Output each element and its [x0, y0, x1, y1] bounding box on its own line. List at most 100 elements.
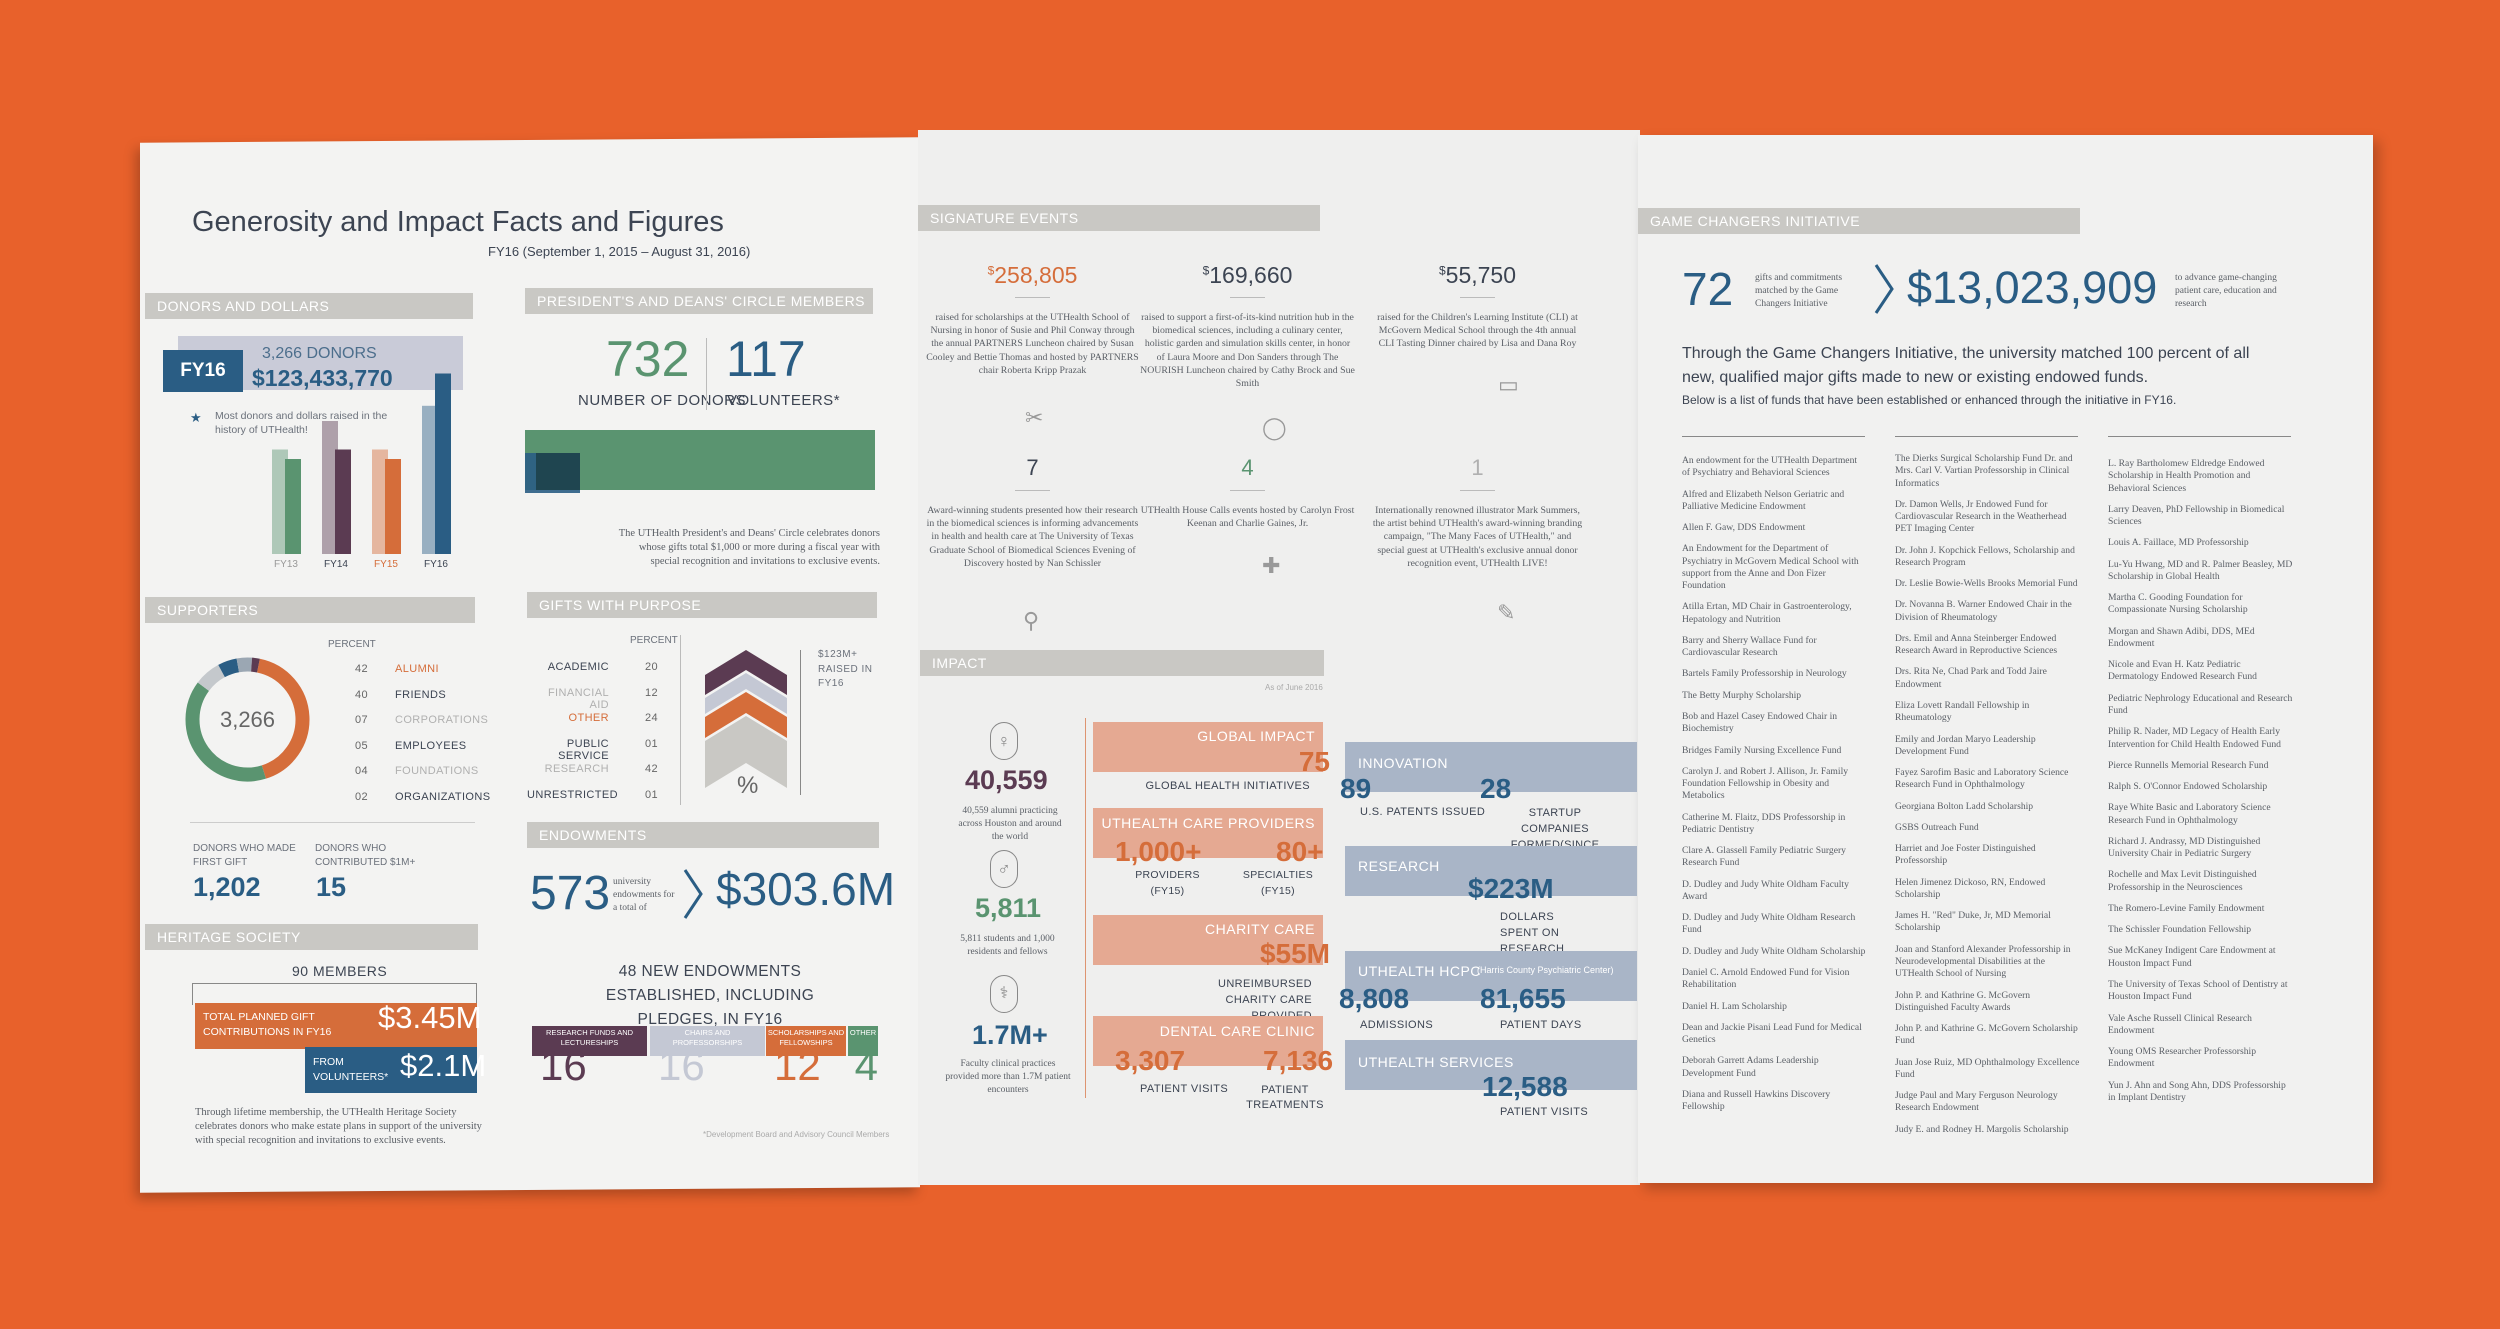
purpose-chevron-chart — [705, 650, 787, 788]
endow-cat-bar — [650, 1026, 765, 1056]
volunteer-gift-bar — [305, 1047, 477, 1093]
event-amount-value: 258,805 — [994, 262, 1078, 288]
gc-num-text: gifts and commitments matched by the Gam… — [1755, 273, 1843, 309]
supporters-percent-label: PERCENT — [328, 639, 376, 650]
students-num: 5,811 — [975, 893, 1042, 923]
purpose-pct: 20 — [645, 661, 659, 673]
circle-green-bar — [525, 430, 875, 490]
purpose-raised-line — [800, 650, 801, 795]
providers-num: 1,000+ — [1115, 836, 1202, 867]
fund-item: The Schissler Foundation Fellowship — [2108, 924, 2252, 936]
donor-bar-tick: FY16 — [424, 559, 448, 567]
donors-bar-chart: FY13 FY14 FY15 FY16 — [272, 373, 451, 567]
dental-visits-label: PATIENT VISITS — [1140, 1083, 1229, 1095]
hcpc-title: UTHEALTH HCPC — [1358, 963, 1481, 979]
gc-chevron-right-icon — [1874, 264, 1894, 314]
fund-item: Pierce Runnells Memorial Research Fund — [2108, 759, 2269, 771]
volunteers-label: VOLUNTEERS* — [727, 392, 841, 409]
purpose-pct-symbol: % — [737, 772, 759, 799]
patient-days-num: 81,655 — [1480, 983, 1566, 1014]
apple-icon: ◯ — [1262, 415, 1287, 440]
event-amount: 7 — [945, 455, 1120, 481]
fund-item: Morgan and Shawn Adibi, DDS, MEd Endowme… — [2108, 625, 2255, 649]
endow-cat-label: OTHER — [849, 1028, 877, 1037]
gc-amount-text: to advance game-changing patient care, e… — [2175, 273, 2277, 309]
providers-strip — [1093, 808, 1323, 858]
signature-section-title: SIGNATURE EVENTS — [918, 205, 1320, 231]
event-amount-value: 4 — [1241, 455, 1254, 480]
heritage-members: 90 MEMBERS — [292, 963, 388, 979]
specialties-num: 80+ — [1276, 836, 1324, 867]
fund-item: Drs. Rita Ne, Chad Park and Todd Jaire E… — [1895, 666, 2047, 690]
gc-col1-rule — [1682, 436, 1865, 437]
circle-overlap-block — [536, 453, 580, 490]
page-title: Generosity and Impact Facts and Figures — [192, 206, 724, 238]
fund-item: Catherine M. Flaitz, DDS Professorship i… — [1682, 811, 1846, 835]
fund-item: Bridges Family Nursing Excellence Fund — [1682, 744, 1842, 756]
innovation-title: INNOVATION — [1358, 755, 1449, 771]
fund-item: The Betty Murphy Scholarship — [1682, 689, 1802, 701]
fund-item: An endowment for the UTHealth Department… — [1682, 455, 1858, 479]
endow-footnote: *Development Board and Advisory Council … — [703, 1130, 890, 1139]
event-currency: $ — [1202, 263, 1210, 278]
fund-item: Emily and Jordan Maryo Leadership Develo… — [1895, 733, 2036, 757]
fund-item: Daniel H. Lam Scholarship — [1682, 1000, 1787, 1012]
event-amount-value: 7 — [1026, 455, 1039, 480]
event-amount-value: 55,750 — [1445, 262, 1517, 288]
providers-title: UTHEALTH CARE PROVIDERS — [1101, 815, 1315, 831]
fund-item: Daniel C. Arnold Endowed Fund for Vision… — [1682, 966, 1850, 991]
impact-asof: As of June 2016 — [1265, 683, 1323, 692]
donor-bar — [272, 449, 288, 554]
hcpc-sub: (Harris County Psychiatric Center) — [1477, 965, 1614, 975]
volunteers-num: 117 — [726, 331, 806, 387]
research-num: $223M — [1468, 873, 1554, 904]
fund-item: Martha C. Gooding Foundation for Compass… — [2108, 592, 2248, 616]
services-title: UTHEALTH SERVICES — [1358, 1054, 1514, 1070]
purpose-label: RESEARCH — [544, 763, 609, 775]
dental-visits-num: 3,307 — [1115, 1045, 1186, 1076]
endow-cat-num: 16 — [658, 1042, 705, 1089]
impact-bracket — [1085, 718, 1086, 1098]
purpose-section-title: GIFTS WITH PURPOSE — [527, 592, 877, 618]
event-text: UTHealth House Calls events hosted by Ca… — [1140, 505, 1355, 530]
fund-item: John P. and Kathrine G. McGovern Scholar… — [1895, 1023, 2078, 1047]
endow-cat-num: 4 — [854, 1042, 878, 1089]
gc-col3: L. Ray Bartholomew Eldredge Endowed Scho… — [2108, 458, 2293, 1113]
purpose-label: OTHER — [568, 712, 609, 724]
event-amount: 1 — [1390, 455, 1565, 481]
charity-label: UNREIMBURSED CHARITY CARE PROVIDED — [1217, 978, 1312, 1022]
students-text: 5,811 students and 1,000 residents and f… — [960, 934, 1055, 957]
fund-item: Louis A. Faillace, MD Professorship — [2108, 537, 2249, 549]
event-currency: $ — [987, 263, 995, 278]
microscope-icon: ⚲ — [1023, 608, 1040, 633]
supporter-label: FOUNDATIONS — [395, 765, 479, 777]
supporter-label: ORGANIZATIONS — [395, 790, 491, 803]
students-icon: ♂ — [990, 850, 1018, 888]
fund-item: Pediatric Nephrology Educational and Res… — [2108, 692, 2293, 716]
donors-section-title: DONORS AND DOLLARS — [145, 293, 473, 319]
star-icon: ★ — [190, 410, 202, 425]
fund-item: D. Dudley and Judy White Oldham Research… — [1682, 912, 1856, 936]
fund-item: Bob and Hazel Casey Endowed Chair in Bio… — [1682, 710, 1838, 735]
fund-item: Eliza Lovett Randall Fellowship in Rheum… — [1895, 699, 2030, 724]
gc-col2-rule — [1895, 436, 2078, 437]
event-divider — [1230, 490, 1265, 491]
circle-divider — [706, 338, 707, 410]
supporter-pct: 42 — [355, 663, 369, 675]
fund-item: Dr. Leslie Bowie-Wells Brooks Memorial F… — [1895, 578, 2078, 590]
endow-num: 573 — [530, 867, 611, 920]
fund-item: Juan Jose Ruiz, MD Ophthalmology Excelle… — [1895, 1056, 2080, 1080]
supporter-pct: 40 — [355, 688, 369, 701]
dental-strip — [1093, 1016, 1323, 1066]
fund-item: Deborah Garrett Adams Leadership Develop… — [1682, 1055, 1819, 1079]
book-icon: ▭ — [1498, 372, 1519, 397]
encounters-num: 1.7M+ — [972, 1020, 1048, 1050]
gc-col3-rule — [2108, 436, 2291, 437]
supporter-pct: 04 — [355, 765, 369, 777]
donut-slice — [185, 682, 266, 782]
first-gift-label: DONORS WHO MADE FIRST GIFT — [193, 843, 296, 868]
fund-item: Judge Paul and Mary Ferguson Neurology R… — [1895, 1090, 2058, 1114]
event-amount: $169,660 — [1160, 262, 1335, 289]
supporters-donut — [185, 657, 310, 782]
gc-below: Below is a list of funds that have been … — [1682, 393, 2177, 407]
